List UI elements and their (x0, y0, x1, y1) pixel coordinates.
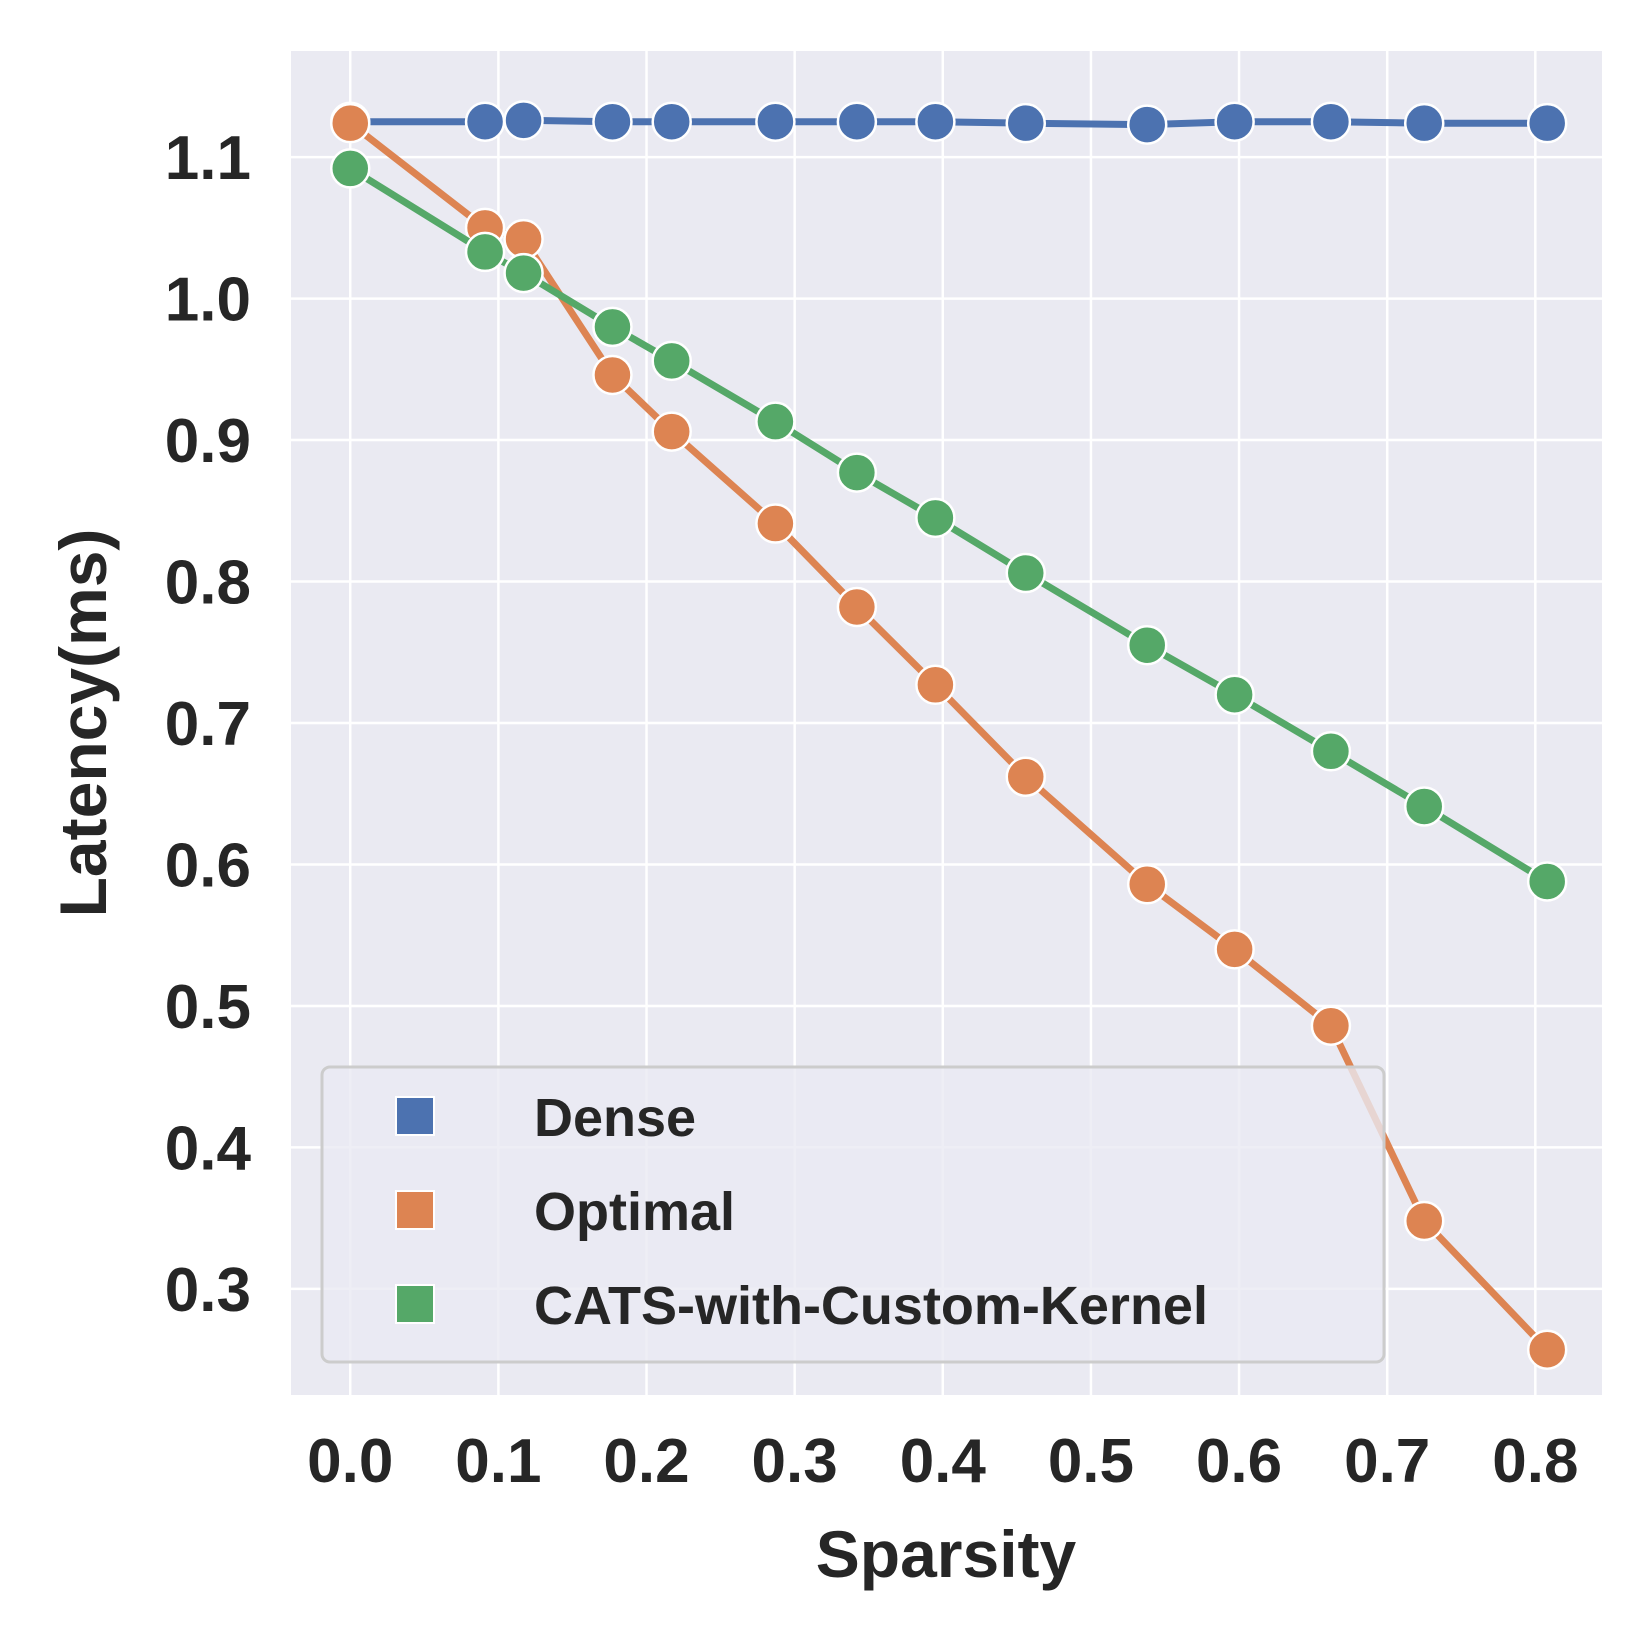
data-point-cats-with-custom-kernel (1526, 861, 1568, 902)
y-tick-label: 0.6 (165, 831, 251, 900)
data-point-dense (755, 101, 796, 142)
legend-entries: Dense Optimal CATS-with-Custom-Kernel (395, 1088, 1208, 1336)
data-point-cats-with-custom-kernel (651, 340, 692, 382)
data-point-cats-with-custom-kernel (755, 401, 796, 442)
data-point-cats-with-custom-kernel (1214, 674, 1255, 715)
data-point-dense (592, 101, 633, 142)
data-point-dense (1126, 104, 1168, 145)
x-axis-title: Sparsity (816, 1517, 1077, 1591)
data-point-optimal (915, 664, 956, 706)
data-point-optimal (651, 411, 692, 452)
data-point-cats-with-custom-kernel (1005, 552, 1047, 594)
x-tick-label: 0.3 (752, 1427, 838, 1496)
data-point-optimal (1126, 864, 1168, 905)
data-point-cats-with-custom-kernel (836, 452, 878, 493)
legend: Dense Optimal CATS-with-Custom-Kernel (320, 1065, 1386, 1364)
data-point-cats-with-custom-kernel (464, 231, 506, 273)
data-point-cats-with-custom-kernel (592, 306, 633, 348)
data-point-dense (836, 101, 878, 142)
data-point-optimal (1403, 1200, 1445, 1242)
x-tick-label: 0.0 (307, 1427, 393, 1496)
y-tick-label: 0.7 (165, 690, 251, 759)
data-point-dense (915, 101, 956, 142)
y-axis-title: Latency(ms) (46, 529, 120, 918)
data-point-optimal (592, 354, 633, 396)
data-point-dense (651, 101, 692, 142)
x-tick-label: 0.4 (900, 1427, 987, 1496)
y-tick-label: 0.3 (165, 1256, 251, 1325)
data-point-cats-with-custom-kernel (503, 252, 544, 294)
data-point-cats-with-custom-kernel (1403, 786, 1445, 827)
x-tick-label: 0.1 (455, 1427, 541, 1496)
data-point-optimal (1214, 929, 1255, 970)
data-point-dense (464, 101, 506, 142)
data-point-dense (1005, 102, 1047, 144)
data-point-cats-with-custom-kernel (330, 148, 371, 189)
data-point-optimal (755, 503, 796, 544)
legend-box (320, 1065, 1386, 1364)
data-point-cats-with-custom-kernel (1126, 624, 1168, 666)
data-point-optimal (330, 102, 371, 144)
data-point-cats-with-custom-kernel (915, 497, 956, 539)
data-point-cats-with-custom-kernel (1310, 731, 1352, 772)
data-point-dense (503, 100, 544, 141)
y-tick-label: 0.5 (165, 973, 251, 1042)
y-tick-label: 0.4 (165, 1114, 252, 1183)
data-point-optimal (1005, 756, 1047, 798)
legend-swatch-dense (395, 1096, 435, 1136)
legend-entry-optimal: Optimal (395, 1182, 735, 1242)
y-tick-label: 0.8 (165, 549, 251, 618)
legend-label-cats-with-custom-kernel: CATS-with-Custom-Kernel (534, 1276, 1208, 1336)
data-point-optimal (1526, 1329, 1568, 1370)
y-tick-label: 0.9 (165, 407, 251, 476)
x-tick-labels: 0.0 0.1 0.2 0.3 0.4 0.5 0.6 0.7 0.8 (307, 1427, 1578, 1496)
data-point-dense (1403, 102, 1445, 144)
series-cats-with-custom-kernel (330, 148, 1568, 902)
y-tick-label: 1.1 (165, 124, 251, 193)
legend-label-optimal: Optimal (534, 1182, 735, 1242)
x-tick-label: 0.2 (603, 1427, 689, 1496)
data-point-dense (1214, 101, 1255, 142)
x-tick-label: 0.7 (1344, 1427, 1430, 1496)
data-point-dense (1526, 102, 1568, 144)
data-point-dense (1310, 101, 1352, 142)
legend-label-dense: Dense (534, 1088, 696, 1148)
x-tick-label: 0.8 (1492, 1427, 1578, 1496)
x-tick-label: 0.5 (1048, 1427, 1134, 1496)
y-tick-labels: 0.3 0.4 0.5 0.6 0.7 0.8 0.9 1.0 1.1 (165, 124, 252, 1325)
data-point-optimal (836, 586, 878, 628)
legend-swatch-optimal (395, 1190, 435, 1230)
legend-entry-cats-with-custom-kernel: CATS-with-Custom-Kernel (395, 1276, 1208, 1336)
legend-entry-dense: Dense (395, 1088, 696, 1148)
y-tick-label: 1.0 (165, 266, 251, 335)
x-tick-label: 0.6 (1196, 1427, 1282, 1496)
legend-swatch-cats-with-custom-kernel (395, 1284, 435, 1324)
data-point-optimal (1310, 1005, 1352, 1047)
series-layer (330, 100, 1568, 1370)
data-point-optimal (503, 218, 544, 260)
